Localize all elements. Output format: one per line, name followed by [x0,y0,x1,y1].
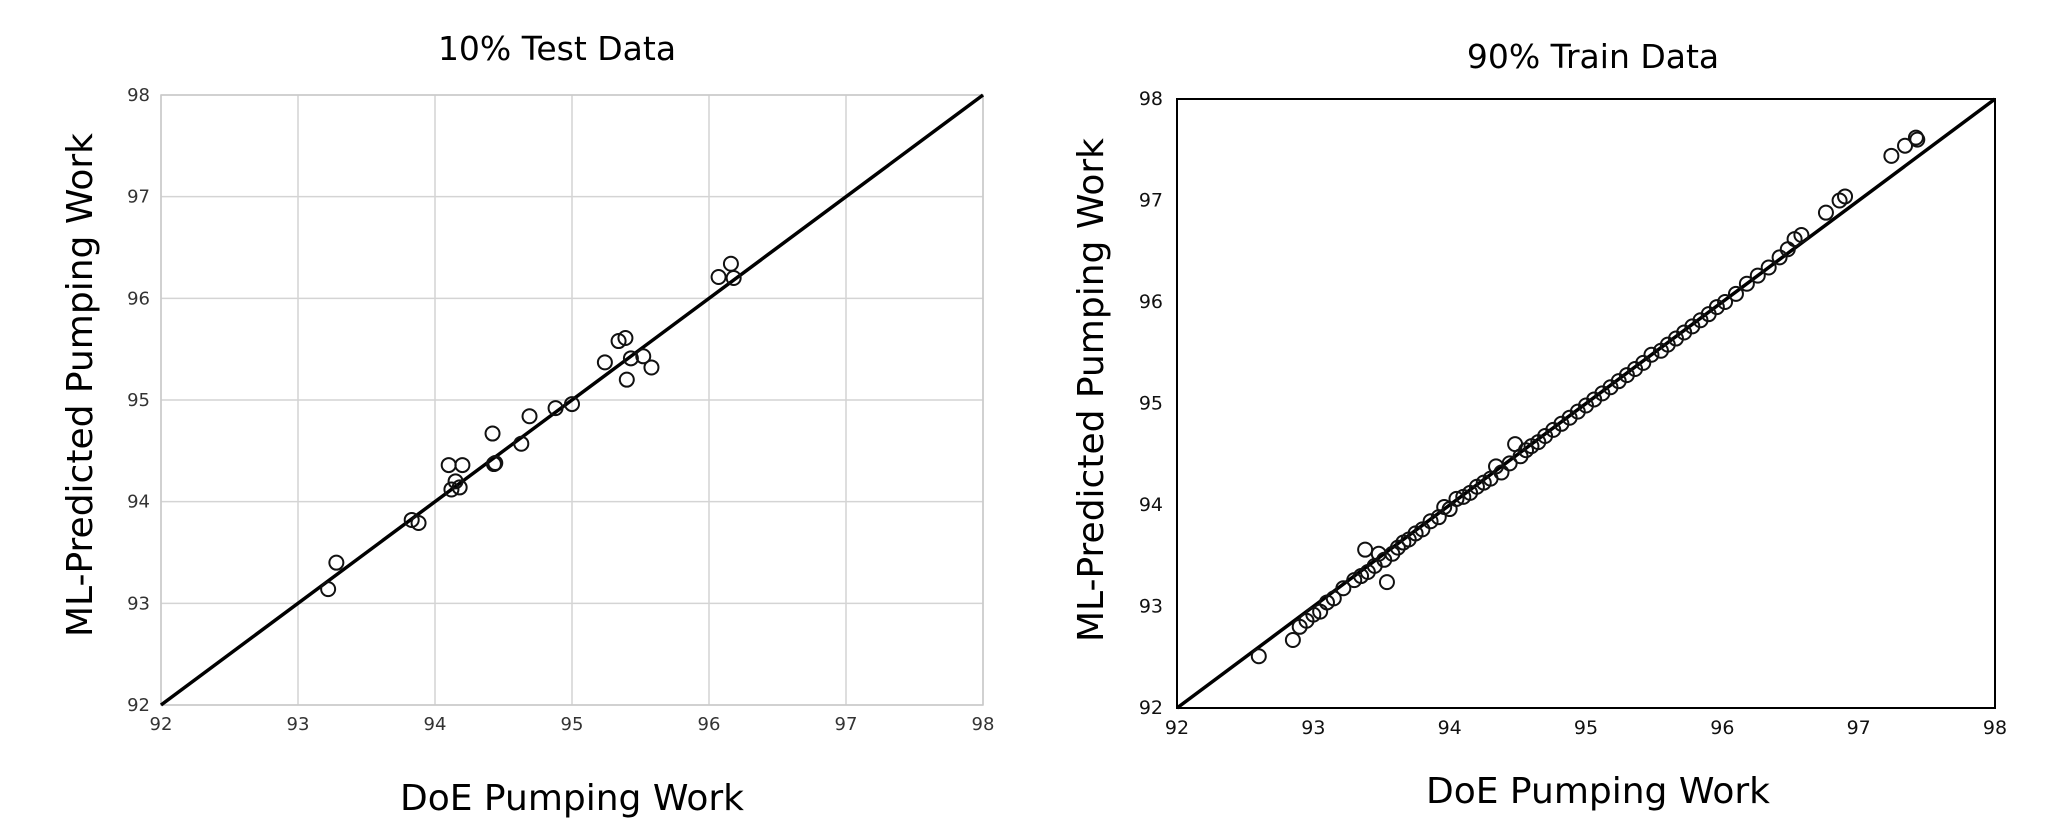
x-axis-label: DoE Pumping Work [400,778,744,819]
y-tick-label: 98 [127,85,150,106]
data-point [1284,631,1301,648]
data-point [521,408,538,425]
data-point [1837,188,1854,205]
data-point [1727,285,1744,302]
data-point [1501,455,1518,472]
data-point [1325,590,1342,607]
y-axis-label: ML-Predicted Pumping Work [60,133,101,637]
tick-labels: 92 93 94 95 96 97 98 92 93 94 95 96 97 98 [127,85,994,735]
train-data-panel: 90% Train Data 92 93 94 95 96 97 9892939495969… [1071,37,2007,812]
y-tick-label: 95 [1139,393,1163,415]
data-point [484,425,501,442]
chart-title: 90% Train Data [1467,37,1719,76]
data-point [1771,249,1788,266]
data-point [1357,541,1374,558]
plot-area-frame [1176,98,1996,709]
data-point [443,481,460,498]
data-point [1448,490,1465,507]
x-tick-label: 96 [698,714,721,735]
data-point [451,479,468,496]
data-point [1493,464,1510,481]
data-point [410,515,427,532]
data-point [722,255,739,272]
data-point [1738,275,1755,292]
y-axis-label: ML-Predicted Pumping Work [1071,138,1112,642]
x-tick-label: 96 [1710,717,1734,739]
data-point [1793,227,1810,244]
data-point [440,457,457,474]
data-point [487,455,504,472]
y-tick-label: 94 [1139,494,1163,516]
y-tick-label: 93 [1139,596,1163,618]
data-point [1749,267,1766,284]
y-tick-label: 96 [1139,291,1163,313]
x-tick-label: 97 [835,714,858,735]
x-tick-label: 98 [1983,717,2007,739]
data-point [1708,299,1725,316]
x-tick-label: 93 [287,714,310,735]
data-point [1643,346,1660,363]
data-point [1335,580,1352,597]
x-tick-label: 93 [1301,717,1325,739]
data-point [328,554,345,571]
data-point [1378,574,1395,591]
data-point [1422,513,1439,530]
y-tick-label: 92 [1139,697,1163,719]
y-tick-label: 98 [1139,88,1163,110]
identity-line [1175,97,1997,710]
data-point [1760,259,1777,276]
x-tick-label: 97 [1847,717,1871,739]
data-point [1635,354,1652,371]
data-point [1907,129,1924,146]
data-point [1389,539,1406,556]
test-data-panel: 10% Test Data 92 93 94 95 96 97 98 92 93 94 95 96 97… [60,29,994,819]
chart-title: 10% Test Data [438,29,676,68]
data-point [513,435,530,452]
data-point [1909,131,1926,148]
x-tick-label: 94 [424,714,447,735]
data-point [643,359,660,376]
data-point [320,581,337,598]
data-point [564,396,580,413]
data-point [1414,521,1431,538]
scatter-points [320,255,742,598]
tick-labels: 92 93 94 95 96 97 98 92 93 94 95 96 97 98 [1139,88,2007,739]
data-point [1717,294,1734,310]
scatter-points [1250,129,1926,665]
y-tick-label: 95 [127,390,150,411]
data-point [725,270,742,286]
x-axis-label: DoE Pumping Work [1426,771,1770,812]
x-tick-label: 94 [1438,717,1462,739]
data-point [454,457,471,474]
y-tick-label: 92 [127,695,150,716]
data-point [1897,137,1914,154]
data-point [622,350,639,367]
x-tick-label: 92 [1165,717,1189,739]
y-tick-label: 94 [127,492,150,513]
identity-line [159,93,985,707]
x-tick-label: 95 [561,714,584,735]
x-tick-label: 92 [150,714,173,735]
data-point [617,329,634,346]
y-tick-label: 97 [1139,190,1163,212]
x-tick-label: 95 [1574,717,1598,739]
data-point [618,371,635,388]
data-point [710,268,727,285]
y-tick-label: 96 [127,288,150,309]
x-tick-label: 98 [972,714,995,735]
data-point [1883,147,1900,164]
data-point [547,400,564,417]
data-point [596,354,613,371]
y-tick-label: 93 [127,593,150,614]
y-tick-label: 97 [127,187,150,208]
data-point [635,348,652,365]
data-point [1817,204,1834,221]
plot-area-frame [160,94,984,706]
data-point [1250,648,1267,665]
